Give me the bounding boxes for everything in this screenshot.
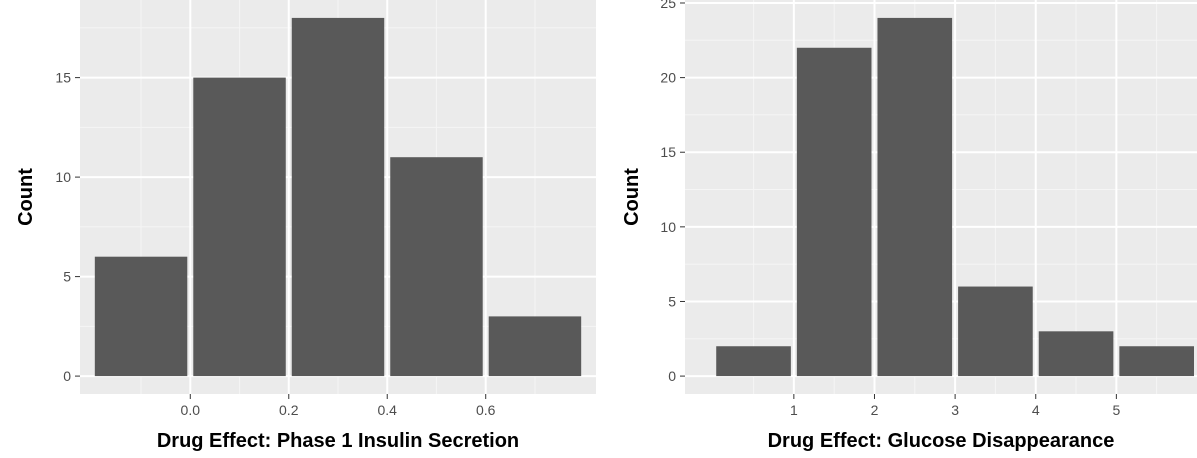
histogram-phase1-insulin-secretion: 0 5 10 15 0.0 0.2 0.4 0.6 Count Drug Effect: P… [0, 0, 598, 458]
x-tick-label: 0.2 [279, 402, 299, 418]
bars [716, 17, 1194, 377]
y-axis-title: Count [621, 168, 643, 226]
y-tick-label: 10 [55, 169, 71, 185]
histogram-bar [488, 316, 582, 377]
x-tick-label: 0.4 [378, 402, 398, 418]
y-axis-ticks: 0 5 10 15 20 25 [660, 0, 685, 384]
histogram-bar [390, 157, 483, 377]
x-tick-label: 0.0 [181, 402, 201, 418]
y-tick-label: 0 [668, 368, 676, 384]
histogram-bar [1119, 346, 1194, 377]
y-tick-label: 20 [660, 70, 676, 86]
histogram-bar [796, 47, 872, 377]
y-tick-label: 0 [63, 368, 71, 384]
histogram-glucose-disappearance: 0 5 10 15 20 25 1 2 3 4 5 Count Drug Effect: Gluc… [598, 0, 1197, 458]
chart-left-svg: 0 5 10 15 0.0 0.2 0.4 0.6 Count Drug Effect: P… [15, 0, 596, 452]
y-axis-ticks: 0 5 10 15 [55, 70, 80, 384]
y-tick-label: 5 [63, 269, 71, 285]
x-axis-title: Drug Effect: Phase 1 Insulin Secretion [157, 430, 519, 452]
x-tick-label: 2 [871, 402, 879, 418]
x-tick-label: 0.6 [476, 402, 496, 418]
histogram-bar [193, 77, 286, 377]
y-tick-label: 15 [55, 70, 71, 86]
x-tick-label: 1 [790, 402, 798, 418]
histogram-bar [958, 286, 1033, 377]
x-tick-label: 4 [1032, 402, 1040, 418]
chart-right-svg: 0 5 10 15 20 25 1 2 3 4 5 Count Drug Effect: Gluc… [621, 0, 1197, 452]
x-axis-ticks: 1 2 3 4 5 [790, 394, 1120, 418]
histogram-bar [877, 17, 953, 377]
histogram-bar [94, 256, 188, 377]
x-tick-label: 5 [1112, 402, 1120, 418]
y-axis-title: Count [15, 168, 37, 226]
bars [94, 17, 582, 377]
x-axis-ticks: 0.0 0.2 0.4 0.6 [181, 394, 496, 418]
histogram-bar [291, 17, 385, 377]
y-tick-label: 25 [660, 0, 676, 11]
y-tick-label: 5 [668, 293, 676, 309]
x-tick-label: 3 [951, 402, 959, 418]
histogram-bar [1038, 331, 1114, 377]
y-tick-label: 10 [660, 219, 676, 235]
y-tick-label: 15 [660, 144, 676, 160]
histogram-bar [716, 346, 791, 377]
x-axis-title: Drug Effect: Glucose Disappearance [768, 430, 1115, 452]
